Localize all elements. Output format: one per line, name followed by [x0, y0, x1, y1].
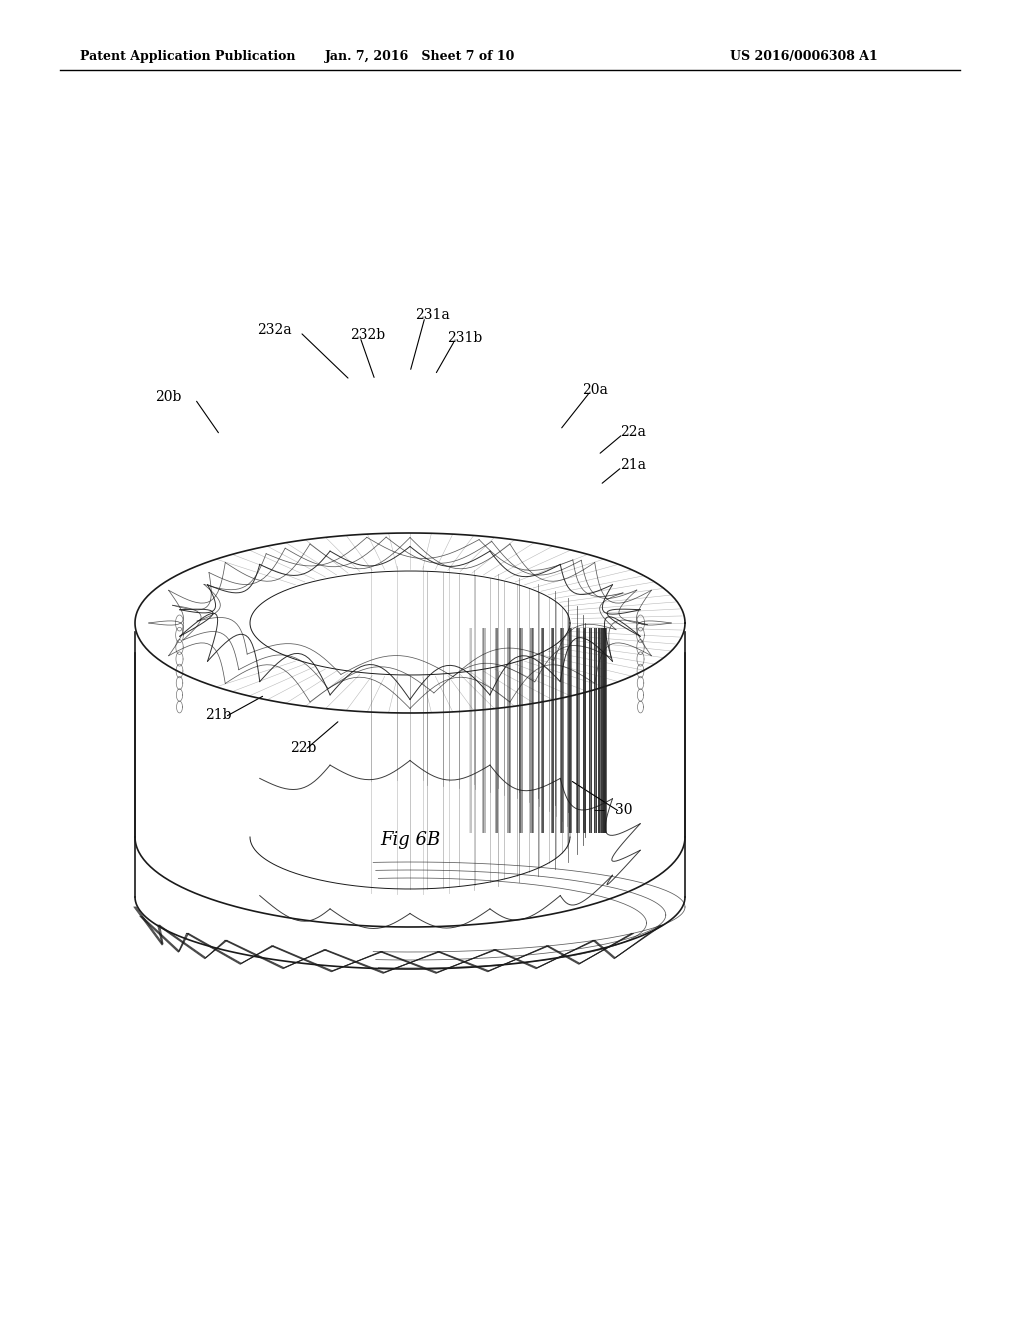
Text: Jan. 7, 2016   Sheet 7 of 10: Jan. 7, 2016 Sheet 7 of 10: [325, 50, 515, 63]
Text: 30: 30: [615, 803, 633, 817]
Text: 22b: 22b: [290, 741, 316, 755]
Text: US 2016/0006308 A1: US 2016/0006308 A1: [730, 50, 878, 63]
Text: 232a: 232a: [257, 323, 292, 337]
Text: 21a: 21a: [620, 458, 646, 473]
Text: 20a: 20a: [582, 383, 608, 397]
Text: 22a: 22a: [620, 425, 646, 440]
Text: —: —: [594, 805, 605, 814]
Text: 231b: 231b: [447, 331, 482, 345]
Text: 21b: 21b: [205, 708, 231, 722]
Text: 232b: 232b: [350, 327, 385, 342]
Text: Fig 6B: Fig 6B: [380, 832, 440, 849]
Text: 231a: 231a: [415, 308, 450, 322]
Text: Patent Application Publication: Patent Application Publication: [80, 50, 296, 63]
Text: 20b: 20b: [155, 389, 181, 404]
